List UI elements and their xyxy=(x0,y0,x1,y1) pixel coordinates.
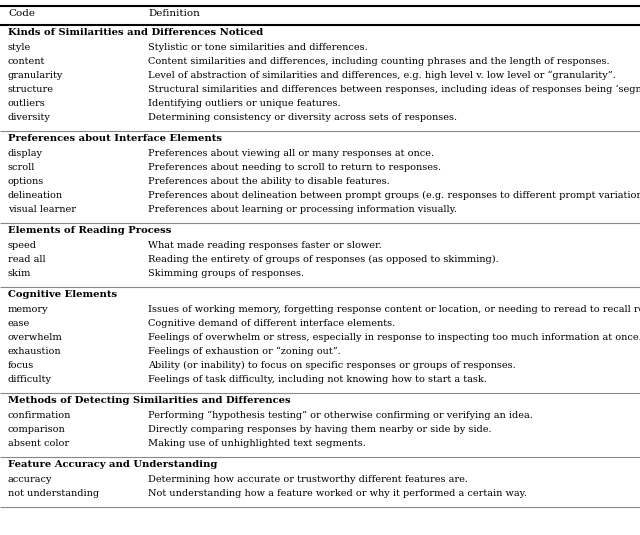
Text: comparison: comparison xyxy=(8,425,66,434)
Text: Content similarities and differences, including counting phrases and the length : Content similarities and differences, in… xyxy=(148,57,610,66)
Text: Definition: Definition xyxy=(148,9,200,18)
Text: ease: ease xyxy=(8,319,30,328)
Text: Identifying outliers or unique features.: Identifying outliers or unique features. xyxy=(148,99,340,108)
Text: exhaustion: exhaustion xyxy=(8,347,61,356)
Text: accuracy: accuracy xyxy=(8,475,52,484)
Text: Preferences about learning or processing information visually.: Preferences about learning or processing… xyxy=(148,205,457,214)
Text: Feelings of exhaustion or “zoning out”.: Feelings of exhaustion or “zoning out”. xyxy=(148,347,340,356)
Text: Cognitive Elements: Cognitive Elements xyxy=(8,290,117,299)
Text: Ability (or inability) to focus on specific responses or groups of responses.: Ability (or inability) to focus on speci… xyxy=(148,361,516,370)
Text: Preferences about delineation between prompt groups (e.g. responses to different: Preferences about delineation between pr… xyxy=(148,191,640,200)
Text: Issues of working memory, forgetting response content or location, or needing to: Issues of working memory, forgetting res… xyxy=(148,305,640,314)
Text: diversity: diversity xyxy=(8,113,51,122)
Text: speed: speed xyxy=(8,241,37,250)
Text: Preferences about viewing all or many responses at once.: Preferences about viewing all or many re… xyxy=(148,149,434,158)
Text: Kinds of Similarities and Differences Noticed: Kinds of Similarities and Differences No… xyxy=(8,28,263,37)
Text: content: content xyxy=(8,57,45,66)
Text: overwhelm: overwhelm xyxy=(8,333,63,342)
Text: confirmation: confirmation xyxy=(8,411,72,420)
Text: Preferences about Interface Elements: Preferences about Interface Elements xyxy=(8,134,222,143)
Text: not understanding: not understanding xyxy=(8,489,99,498)
Text: Stylistic or tone similarities and differences.: Stylistic or tone similarities and diffe… xyxy=(148,43,368,52)
Text: Not understanding how a feature worked or why it performed a certain way.: Not understanding how a feature worked o… xyxy=(148,489,527,498)
Text: What made reading responses faster or slower.: What made reading responses faster or sl… xyxy=(148,241,381,250)
Text: Preferences about needing to scroll to return to responses.: Preferences about needing to scroll to r… xyxy=(148,163,441,172)
Text: Feelings of overwhelm or stress, especially in response to inspecting too much i: Feelings of overwhelm or stress, especia… xyxy=(148,333,640,342)
Text: Determining how accurate or trustworthy different features are.: Determining how accurate or trustworthy … xyxy=(148,475,468,484)
Text: Skimming groups of responses.: Skimming groups of responses. xyxy=(148,269,304,278)
Text: Reading the entirety of groups of responses (as opposed to skimming).: Reading the entirety of groups of respon… xyxy=(148,255,499,264)
Text: Determining consistency or diversity across sets of responses.: Determining consistency or diversity acr… xyxy=(148,113,457,122)
Text: Preferences about the ability to disable features.: Preferences about the ability to disable… xyxy=(148,177,390,186)
Text: focus: focus xyxy=(8,361,35,370)
Text: visual learner: visual learner xyxy=(8,205,76,214)
Text: absent color: absent color xyxy=(8,439,69,448)
Text: Making use of unhighlighted text segments.: Making use of unhighlighted text segment… xyxy=(148,439,366,448)
Text: scroll: scroll xyxy=(8,163,35,172)
Text: options: options xyxy=(8,177,44,186)
Text: difficulty: difficulty xyxy=(8,375,52,384)
Text: delineation: delineation xyxy=(8,191,63,200)
Text: Structural similarities and differences between responses, including ideas of re: Structural similarities and differences … xyxy=(148,85,640,94)
Text: Methods of Detecting Similarities and Differences: Methods of Detecting Similarities and Di… xyxy=(8,396,291,405)
Text: memory: memory xyxy=(8,305,49,314)
Text: Directly comparing responses by having them nearby or side by side.: Directly comparing responses by having t… xyxy=(148,425,492,434)
Text: Elements of Reading Process: Elements of Reading Process xyxy=(8,226,172,235)
Text: Level of abstraction of similarities and differences, e.g. high level v. low lev: Level of abstraction of similarities and… xyxy=(148,71,616,80)
Text: display: display xyxy=(8,149,43,158)
Text: granularity: granularity xyxy=(8,71,63,80)
Text: Feature Accuracy and Understanding: Feature Accuracy and Understanding xyxy=(8,460,218,469)
Text: Feelings of task difficulty, including not knowing how to start a task.: Feelings of task difficulty, including n… xyxy=(148,375,487,384)
Text: skim: skim xyxy=(8,269,31,278)
Text: style: style xyxy=(8,43,31,52)
Text: outliers: outliers xyxy=(8,99,45,108)
Text: Cognitive demand of different interface elements.: Cognitive demand of different interface … xyxy=(148,319,396,328)
Text: Code: Code xyxy=(8,9,35,18)
Text: structure: structure xyxy=(8,85,54,94)
Text: read all: read all xyxy=(8,255,45,264)
Text: Performing “hypothesis testing” or otherwise confirming or verifying an idea.: Performing “hypothesis testing” or other… xyxy=(148,411,533,421)
